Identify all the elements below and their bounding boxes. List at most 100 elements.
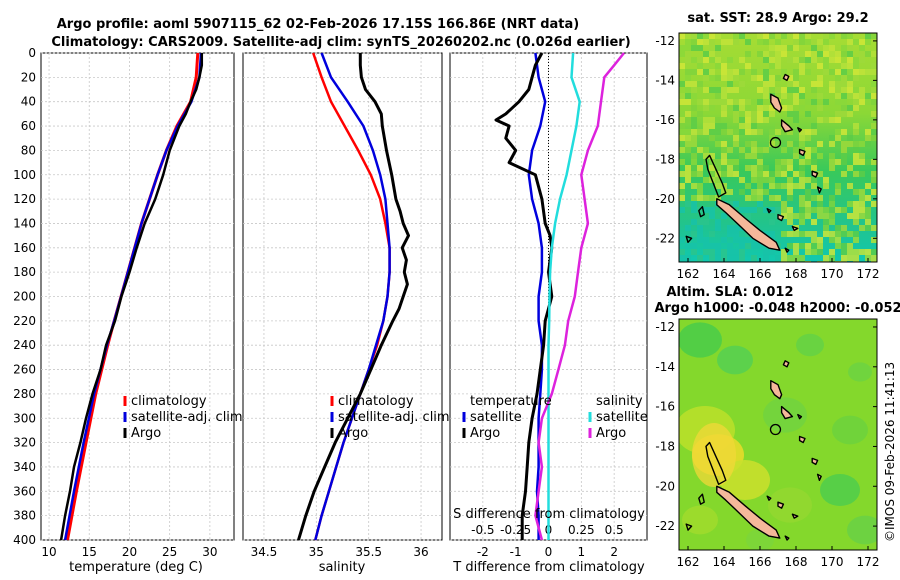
sst-cell	[787, 219, 793, 225]
sst-cell	[787, 213, 793, 219]
sst-cell	[691, 45, 697, 51]
sst-cell	[691, 171, 697, 177]
sst-cell	[859, 195, 865, 201]
sst-cell	[805, 153, 811, 159]
sst-cell	[811, 57, 817, 63]
sst-cell	[739, 189, 745, 195]
sst-cell	[757, 195, 763, 201]
sst-cell	[853, 63, 859, 69]
map-x-tick-label: 164	[713, 555, 736, 569]
sst-map-axes: 162 164 166 168 170 172 -12 -14 -16 -18 -20 -22	[655, 34, 879, 281]
sst-cell	[757, 75, 763, 81]
sst-cell	[721, 159, 727, 165]
sst-cell	[691, 123, 697, 129]
sst-cell	[787, 177, 793, 183]
sst-cell	[757, 105, 763, 111]
sst-cell	[871, 93, 877, 99]
sst-cell	[745, 117, 751, 123]
sst-cell	[775, 207, 781, 213]
sst-cell	[679, 63, 685, 69]
map-y-tick-label: -22	[655, 519, 675, 533]
sst-cell	[799, 135, 805, 141]
sst-cell	[823, 225, 829, 231]
sst-cell	[811, 195, 817, 201]
sst-cell	[745, 105, 751, 111]
x-tick-label: 34.5	[251, 545, 278, 559]
sst-cell	[751, 153, 757, 159]
sst-cell	[817, 213, 823, 219]
sst-cell	[703, 219, 709, 225]
sst-cell	[847, 165, 853, 171]
sst-cell	[745, 243, 751, 249]
sst-cell	[793, 141, 799, 147]
sst-cell	[823, 45, 829, 51]
sst-cell	[871, 123, 877, 129]
sst-cell	[847, 63, 853, 69]
sst-cell	[733, 39, 739, 45]
sst-cell	[859, 225, 865, 231]
x-tick-label: 15	[82, 545, 97, 559]
sst-cell	[835, 135, 841, 141]
sst-cell	[805, 189, 811, 195]
sst-cell	[799, 171, 805, 177]
sst-cell	[865, 51, 871, 57]
sst-cell	[829, 69, 835, 75]
sst-cell	[709, 249, 715, 255]
sst-cell	[793, 69, 799, 75]
sla-field-blob	[768, 487, 812, 523]
sst-cell	[823, 33, 829, 39]
x-tick-label: 10	[41, 545, 56, 559]
sst-cell	[763, 39, 769, 45]
sst-cell	[769, 183, 775, 189]
sst-cell	[721, 69, 727, 75]
sst-cell	[757, 159, 763, 165]
sst-cell	[787, 207, 793, 213]
sla-field-blob	[820, 474, 860, 506]
sst-cell	[679, 195, 685, 201]
sst-cell	[859, 39, 865, 45]
sst-cell	[703, 123, 709, 129]
sst-cell	[757, 201, 763, 207]
s-difference-xlabel: S difference from climatology	[453, 507, 645, 522]
sst-cell	[793, 213, 799, 219]
sst-cell	[817, 201, 823, 207]
sst-cell	[727, 159, 733, 165]
sst-cell	[853, 189, 859, 195]
sst-cell	[727, 201, 733, 207]
sst-cell	[853, 249, 859, 255]
sst-land-chesterfield	[685, 235, 693, 244]
sst-cell	[817, 153, 823, 159]
sst-cell	[697, 81, 703, 87]
difference-panel: -2 -1 0 1 2-0.5 -0.25 0 0.25 0.5temperaturesatel…	[449, 52, 648, 575]
sst-cell	[829, 159, 835, 165]
difference-plot: -2 -1 0 1 2-0.5 -0.25 0 0.25 0.5temperaturesatel…	[450, 52, 648, 559]
sst-cell	[721, 123, 727, 129]
series-line-argo	[59, 53, 204, 541]
sst-cell	[709, 105, 715, 111]
sst-cell	[853, 57, 859, 63]
sst-land-loyalty-lifou	[777, 213, 785, 222]
sst-cell	[685, 147, 691, 153]
sst-cell	[841, 207, 847, 213]
sst-cell	[697, 111, 703, 117]
sst-cell	[769, 81, 775, 87]
map-x-tick-label: 168	[785, 267, 808, 281]
sst-cell	[835, 69, 841, 75]
sst-cell	[721, 153, 727, 159]
sst-cell	[751, 69, 757, 75]
sst-cell	[697, 57, 703, 63]
sst-cell	[709, 123, 715, 129]
sst-cell	[853, 255, 859, 261]
sst-cell	[769, 207, 775, 213]
sst-cell	[727, 255, 733, 261]
sst-cell	[847, 75, 853, 81]
sst-cell	[799, 231, 805, 237]
depth-tick-label: 320	[13, 436, 36, 450]
sst-cell	[763, 249, 769, 255]
sst-cell	[703, 147, 709, 153]
sst-cell	[829, 51, 835, 57]
sst-cell	[763, 87, 769, 93]
title-line-2: Climatology: CARS2009. Satellite-adj cli…	[51, 35, 630, 50]
sst-cell	[691, 87, 697, 93]
sst-cell	[787, 165, 793, 171]
